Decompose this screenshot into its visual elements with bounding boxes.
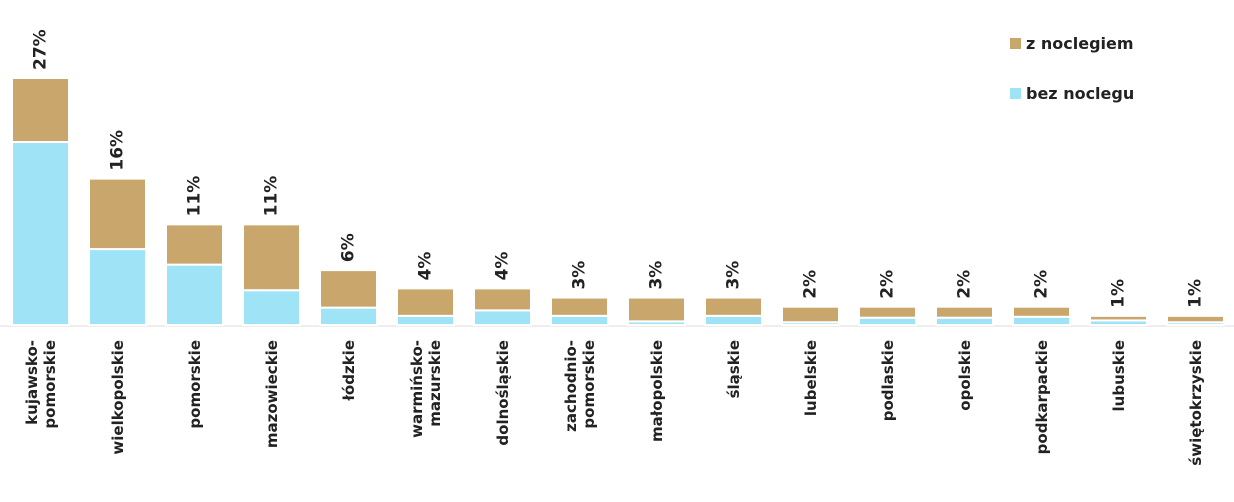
total-label: 1% <box>1109 279 1129 308</box>
legend-item: z noclegiem <box>1010 34 1134 53</box>
bar-segment <box>550 314 609 326</box>
bar-segment <box>319 306 378 327</box>
bar-segment <box>319 269 378 309</box>
bar-segment <box>396 314 455 326</box>
total-label: 2% <box>878 270 898 299</box>
bar-segment <box>473 309 532 327</box>
bar-segment <box>935 316 994 327</box>
legend-swatch <box>1010 38 1021 49</box>
total-label: 2% <box>955 270 975 299</box>
bar-segment <box>165 263 224 326</box>
bar-segment <box>1012 305 1071 318</box>
total-label: 2% <box>1032 270 1052 299</box>
legend-label: z noclegiem <box>1026 34 1134 53</box>
bar-segment <box>858 316 917 327</box>
bar-segment <box>704 296 763 317</box>
bar-segment <box>11 141 70 326</box>
x-tick-label: podlaskie <box>878 340 897 422</box>
x-tick-label: warmińsko-mazurskie <box>407 340 444 438</box>
legend-label: bez noclegu <box>1026 84 1135 103</box>
total-label: 2% <box>801 270 821 299</box>
total-label: 3% <box>570 261 590 290</box>
total-label: 11% <box>262 176 282 217</box>
bar-segment <box>858 305 917 319</box>
bar-segment <box>704 314 763 326</box>
bar-segment <box>88 248 147 326</box>
x-tick-label: świętokrzyskie <box>1186 340 1205 466</box>
x-tick-label: wielkopolskie <box>108 340 127 455</box>
bar-segment <box>242 289 301 326</box>
bar-segment <box>781 305 840 324</box>
total-label: 11% <box>185 176 205 217</box>
bar-segment <box>1012 315 1071 326</box>
bar-segment <box>88 177 147 251</box>
x-tick-label: dolnośląskie <box>493 340 512 446</box>
total-label: 6% <box>339 233 359 262</box>
legend-swatch <box>1010 88 1021 99</box>
total-label: 16% <box>108 130 128 171</box>
x-tick-label: kujawsko-pomorskie <box>22 340 59 429</box>
total-label: 4% <box>416 252 436 281</box>
total-label: 1% <box>1186 279 1206 308</box>
x-tick-label: łódzkie <box>339 340 358 401</box>
total-label: 4% <box>493 252 513 281</box>
bar-segment <box>550 296 609 317</box>
x-tick-label: śląskie <box>724 340 743 399</box>
x-tick-label: pomorskie <box>185 340 204 429</box>
bar-segment <box>473 287 532 312</box>
total-label: 3% <box>724 261 744 290</box>
x-tick-label: podkarpackie <box>1032 340 1051 455</box>
total-label: 27% <box>31 29 51 70</box>
x-tick-label: lubelskie <box>801 340 820 417</box>
x-tick-label: małopolskie <box>647 340 666 443</box>
total-label: 3% <box>647 261 667 290</box>
x-tick-label: lubuskie <box>1109 340 1128 412</box>
bar-segment <box>396 287 455 317</box>
x-tick-label: mazowieckie <box>262 340 281 449</box>
bar-segment <box>11 77 70 144</box>
legend-item: bez noclegu <box>1010 84 1134 103</box>
bar-segment <box>165 223 224 266</box>
x-tick-label: zachodnio-pomorskie <box>561 340 598 432</box>
bar-segment <box>935 305 994 319</box>
bar-segment <box>627 296 686 323</box>
bar-segment <box>242 223 301 292</box>
x-tick-label: opolskie <box>955 340 974 411</box>
bar-segment <box>1166 314 1225 324</box>
bar-segment <box>1089 314 1148 322</box>
